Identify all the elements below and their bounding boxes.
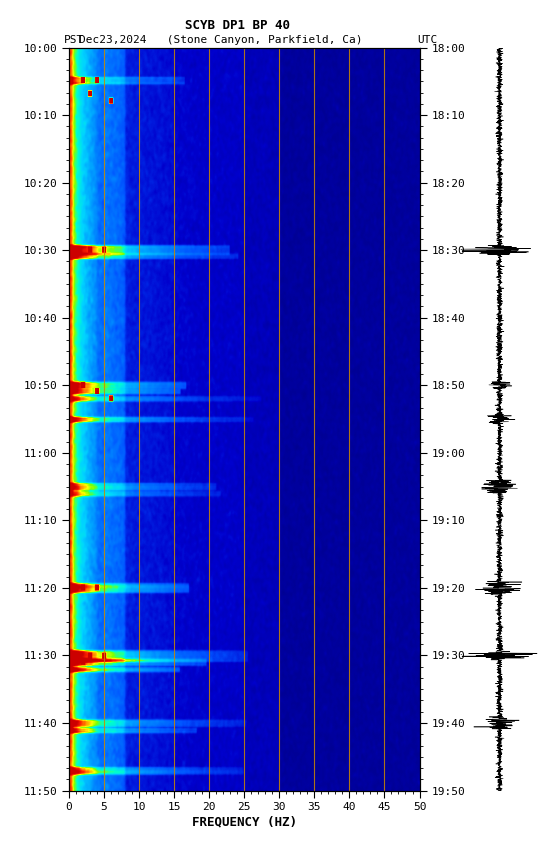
Text: SCYB DP1 BP 40: SCYB DP1 BP 40 xyxy=(185,19,290,32)
Text: UTC: UTC xyxy=(417,35,437,45)
Text: PST: PST xyxy=(63,35,84,45)
X-axis label: FREQUENCY (HZ): FREQUENCY (HZ) xyxy=(192,815,297,828)
Text: Dec23,2024   (Stone Canyon, Parkfield, Ca): Dec23,2024 (Stone Canyon, Parkfield, Ca) xyxy=(79,35,363,45)
